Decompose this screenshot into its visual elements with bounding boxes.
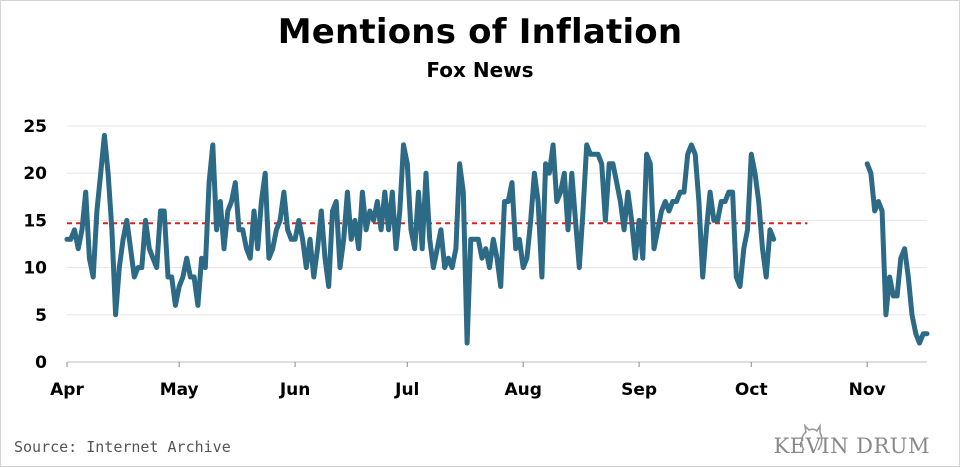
y-tick-label: 0 xyxy=(35,353,47,373)
y-tick-label: 25 xyxy=(23,117,47,137)
cat-logo-icon xyxy=(800,423,823,451)
y-tick-label: 5 xyxy=(35,306,47,326)
chart-title: Mentions of Inflation xyxy=(277,12,683,52)
x-tick-label: Apr xyxy=(50,380,84,400)
chart-subtitle: Fox News xyxy=(426,58,534,82)
source-note: Source: Internet Archive xyxy=(14,438,231,456)
y-tick-label: 15 xyxy=(23,211,47,231)
y-tick-label: 10 xyxy=(23,259,47,279)
x-tick-label: May xyxy=(160,380,199,400)
series-lines xyxy=(64,132,930,346)
y-axis-ticks: 0 5 10 15 20 25 xyxy=(23,117,47,373)
x-tick-label: Nov xyxy=(849,380,886,400)
brand-logo: KEVIN DRUM xyxy=(773,434,930,458)
x-tick-label: Aug xyxy=(504,380,541,400)
x-tick-label: Jun xyxy=(279,380,311,400)
x-tick-label: Jul xyxy=(394,380,419,400)
series-line-segment xyxy=(864,161,930,346)
y-tick-label: 20 xyxy=(23,164,47,184)
grid-lines xyxy=(67,125,927,363)
series-line-segment xyxy=(64,132,777,346)
x-tick-label: Sep xyxy=(621,380,657,400)
x-axis-ticks: Apr May Jun Jul Aug Sep Oct Nov xyxy=(50,362,886,400)
x-tick-label: Oct xyxy=(735,380,768,400)
